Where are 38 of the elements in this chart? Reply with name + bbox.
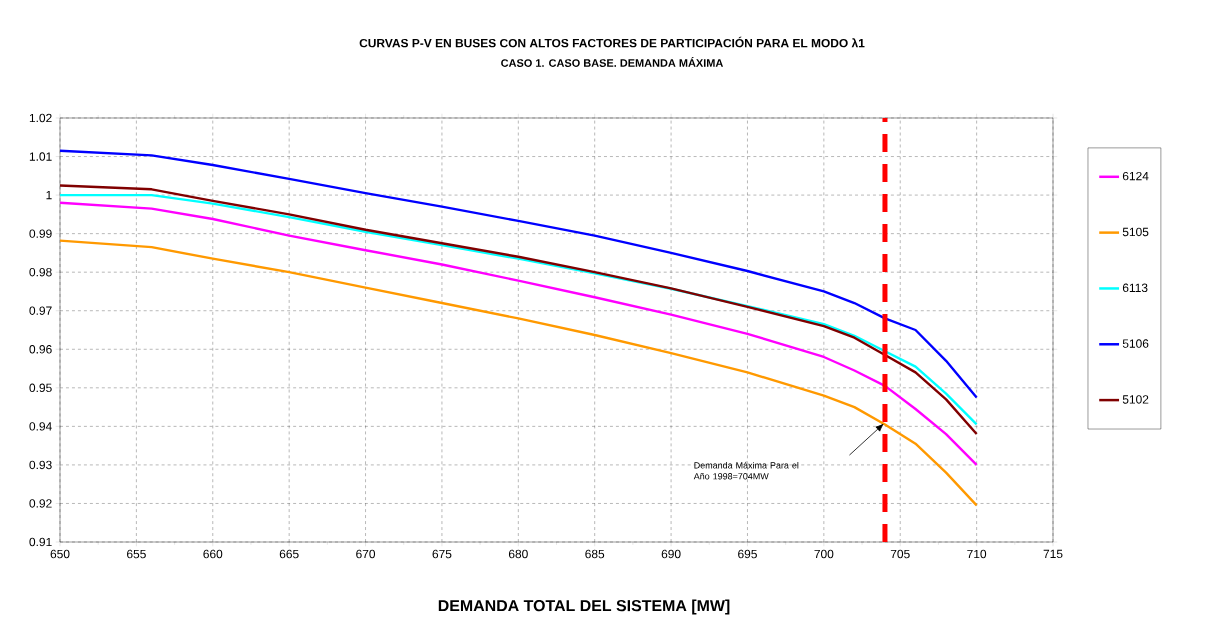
- line-series: [60, 239, 978, 507]
- y-tick-label: 1: [46, 190, 52, 200]
- y-tick-label: 0.91: [29, 537, 52, 547]
- y-tick-label: 0.95: [29, 383, 52, 393]
- y-tick-label: 0.98: [29, 267, 52, 277]
- y-tick-label: 0.94: [29, 422, 52, 431]
- x-tick-label: 705: [890, 549, 910, 559]
- chart-title: CURVAS P-V EN BUSES CON ALTOS FACTORES DE PARTICIPACIÓN PARA EL MODO λ1: [359, 36, 865, 48]
- y-tick-label: 0.92: [29, 499, 52, 508]
- x-tick-label: 690: [661, 549, 681, 559]
- chart-subtitle: CASO 1. CASO BASE. DEMANDA MÁXIMA: [501, 57, 724, 67]
- x-tick-label: 650: [50, 549, 70, 559]
- line-series: [60, 201, 978, 467]
- x-tick-label: 655: [127, 549, 146, 559]
- y-tick-label: 1.01: [29, 152, 52, 161]
- legend-label: 6113: [1122, 283, 1148, 292]
- x-tick-label: 695: [738, 549, 757, 559]
- x-tick-label: 715: [1043, 549, 1063, 559]
- legend-label: 5105: [1122, 227, 1149, 237]
- x-tick-label: 660: [203, 549, 223, 559]
- legend-label: 5106: [1122, 339, 1149, 348]
- x-tick-label: 665: [279, 549, 299, 559]
- x-tick-label: 670: [356, 549, 376, 559]
- legend-label: 6124: [1122, 171, 1149, 181]
- x-tick-label: 675: [432, 549, 452, 559]
- x-tick-label: 700: [814, 549, 834, 559]
- x-tick-label: 685: [585, 549, 605, 559]
- legend-label: 5102: [1122, 395, 1149, 404]
- y-tick-label: 1.02: [29, 113, 52, 123]
- annotation: Demanda Máxima Para el Año 1998=704MW: [693, 461, 799, 480]
- y-tick-label: 0.96: [29, 345, 52, 354]
- x-tick-label: 710: [967, 549, 987, 559]
- x-tick-label: 680: [508, 549, 528, 559]
- y-tick-label: 0.97: [29, 306, 52, 315]
- y-tick-label: 0.93: [29, 460, 52, 470]
- line-series: [60, 149, 978, 399]
- y-tick-label: 0.99: [29, 229, 52, 238]
- x-axis-title: DEMANDA TOTAL DEL SISTEMA [MW]: [438, 599, 730, 615]
